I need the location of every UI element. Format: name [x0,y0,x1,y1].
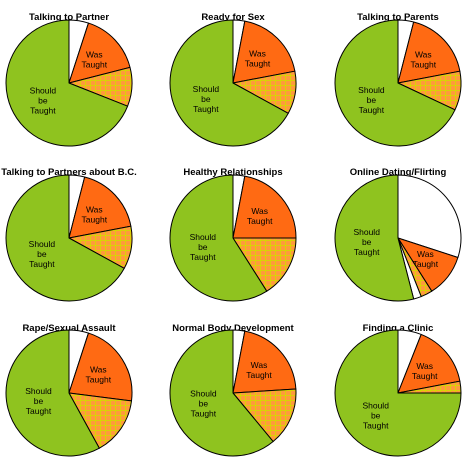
pie-slice-should-be-taught [169,174,268,302]
pie-slice-should-be-taught [5,174,125,302]
slice-label-was-taught: Was Taught [412,361,438,381]
pie-slice-should-be-taught [334,174,415,302]
slice-label-should-be-taught: Should be Taught [190,232,217,262]
chart-title: Talking to Partner [29,12,109,23]
slice-label-should-be-taught: Should be Taught [193,84,220,114]
slice-label-was-taught: Was Taught [247,206,273,226]
pie-chart: Normal Body Development Was Taught Should be… [169,323,297,457]
pie-slice-hatched [232,388,297,443]
pie-slice-white [397,174,462,258]
pie-slice-was-taught [68,176,132,239]
slice-label-was-taught: Was Taught [86,364,112,384]
slice-label-was-taught: Was Taught [413,249,439,269]
slice-label-should-be-taught: Should be Taught [190,389,217,419]
chart-title: Ready for Sex [201,12,265,23]
chart-title: Finding a Clinic [363,323,434,334]
chart-title: Talking to Parents [357,12,439,23]
pie-chart: Ready for Sex Was Taught Should be Taught [169,12,297,147]
slice-label-was-taught: Was Taught [411,49,437,69]
pie-slice-was-taught [232,330,297,394]
pie-chart: Talking to Partners about B.C. Was Taught S… [1,167,137,302]
pie-chart: Online Dating/Flirting Was Taught Should be T… [334,167,462,302]
pie-slice-should-be-taught [5,329,100,457]
slice-label-was-taught: Was Taught [245,49,271,69]
slice-label-should-be-taught: Should be Taught [362,400,389,430]
pie-chart: Finding a Clinic Was Taught Should be Taught [334,323,462,457]
slice-label-should-be-taught: Should be Taught [30,86,57,116]
slice-label-should-be-taught: Should be Taught [358,85,385,115]
pie-chart: Talking to Parents Was Taught Should be Taugh… [334,12,462,147]
pie-slice-should-be-taught [169,329,274,457]
pie-slice-should-be-taught [169,19,289,147]
chart-title: Online Dating/Flirting [350,167,447,178]
pie-slice-was-taught [397,21,461,84]
pie-chart: Talking to Partner Was Taught Should be Taugh… [5,12,133,147]
pie-slice-hatched [68,392,132,449]
pie-chart: Rape/Sexual Assault Was Taught Should be Taug… [5,323,133,457]
pie-slice-should-be-taught [334,19,456,147]
pie-slice-was-taught [232,20,296,84]
pie-slice-was-taught [68,22,131,84]
chart-title: Normal Body Development [172,323,294,334]
chart-title: Healthy Relationships [183,167,282,178]
slice-label-should-be-taught: Should be Taught [353,227,380,257]
pie-slice-hatched [232,237,297,292]
chart-title: Talking to Partners about B.C. [1,167,136,178]
pie-slice-was-taught [68,332,133,402]
pie-chart: Healthy Relationships Was Taught Should be Ta… [169,167,297,302]
pie-slice-was-taught [397,333,461,394]
slice-label-was-taught: Was Taught [246,360,272,380]
pie-slice-should-be-taught [334,329,462,457]
chart-title: Rape/Sexual Assault [22,323,116,334]
slice-label-was-taught: Was Taught [82,204,108,224]
pie-slice-was-taught [232,175,297,239]
slice-label-was-taught: Was Taught [82,49,108,69]
slice-label-should-be-taught: Should be Taught [29,239,56,269]
pie-slice-should-be-taught [5,19,129,147]
slice-label-should-be-taught: Should be Taught [25,386,52,416]
